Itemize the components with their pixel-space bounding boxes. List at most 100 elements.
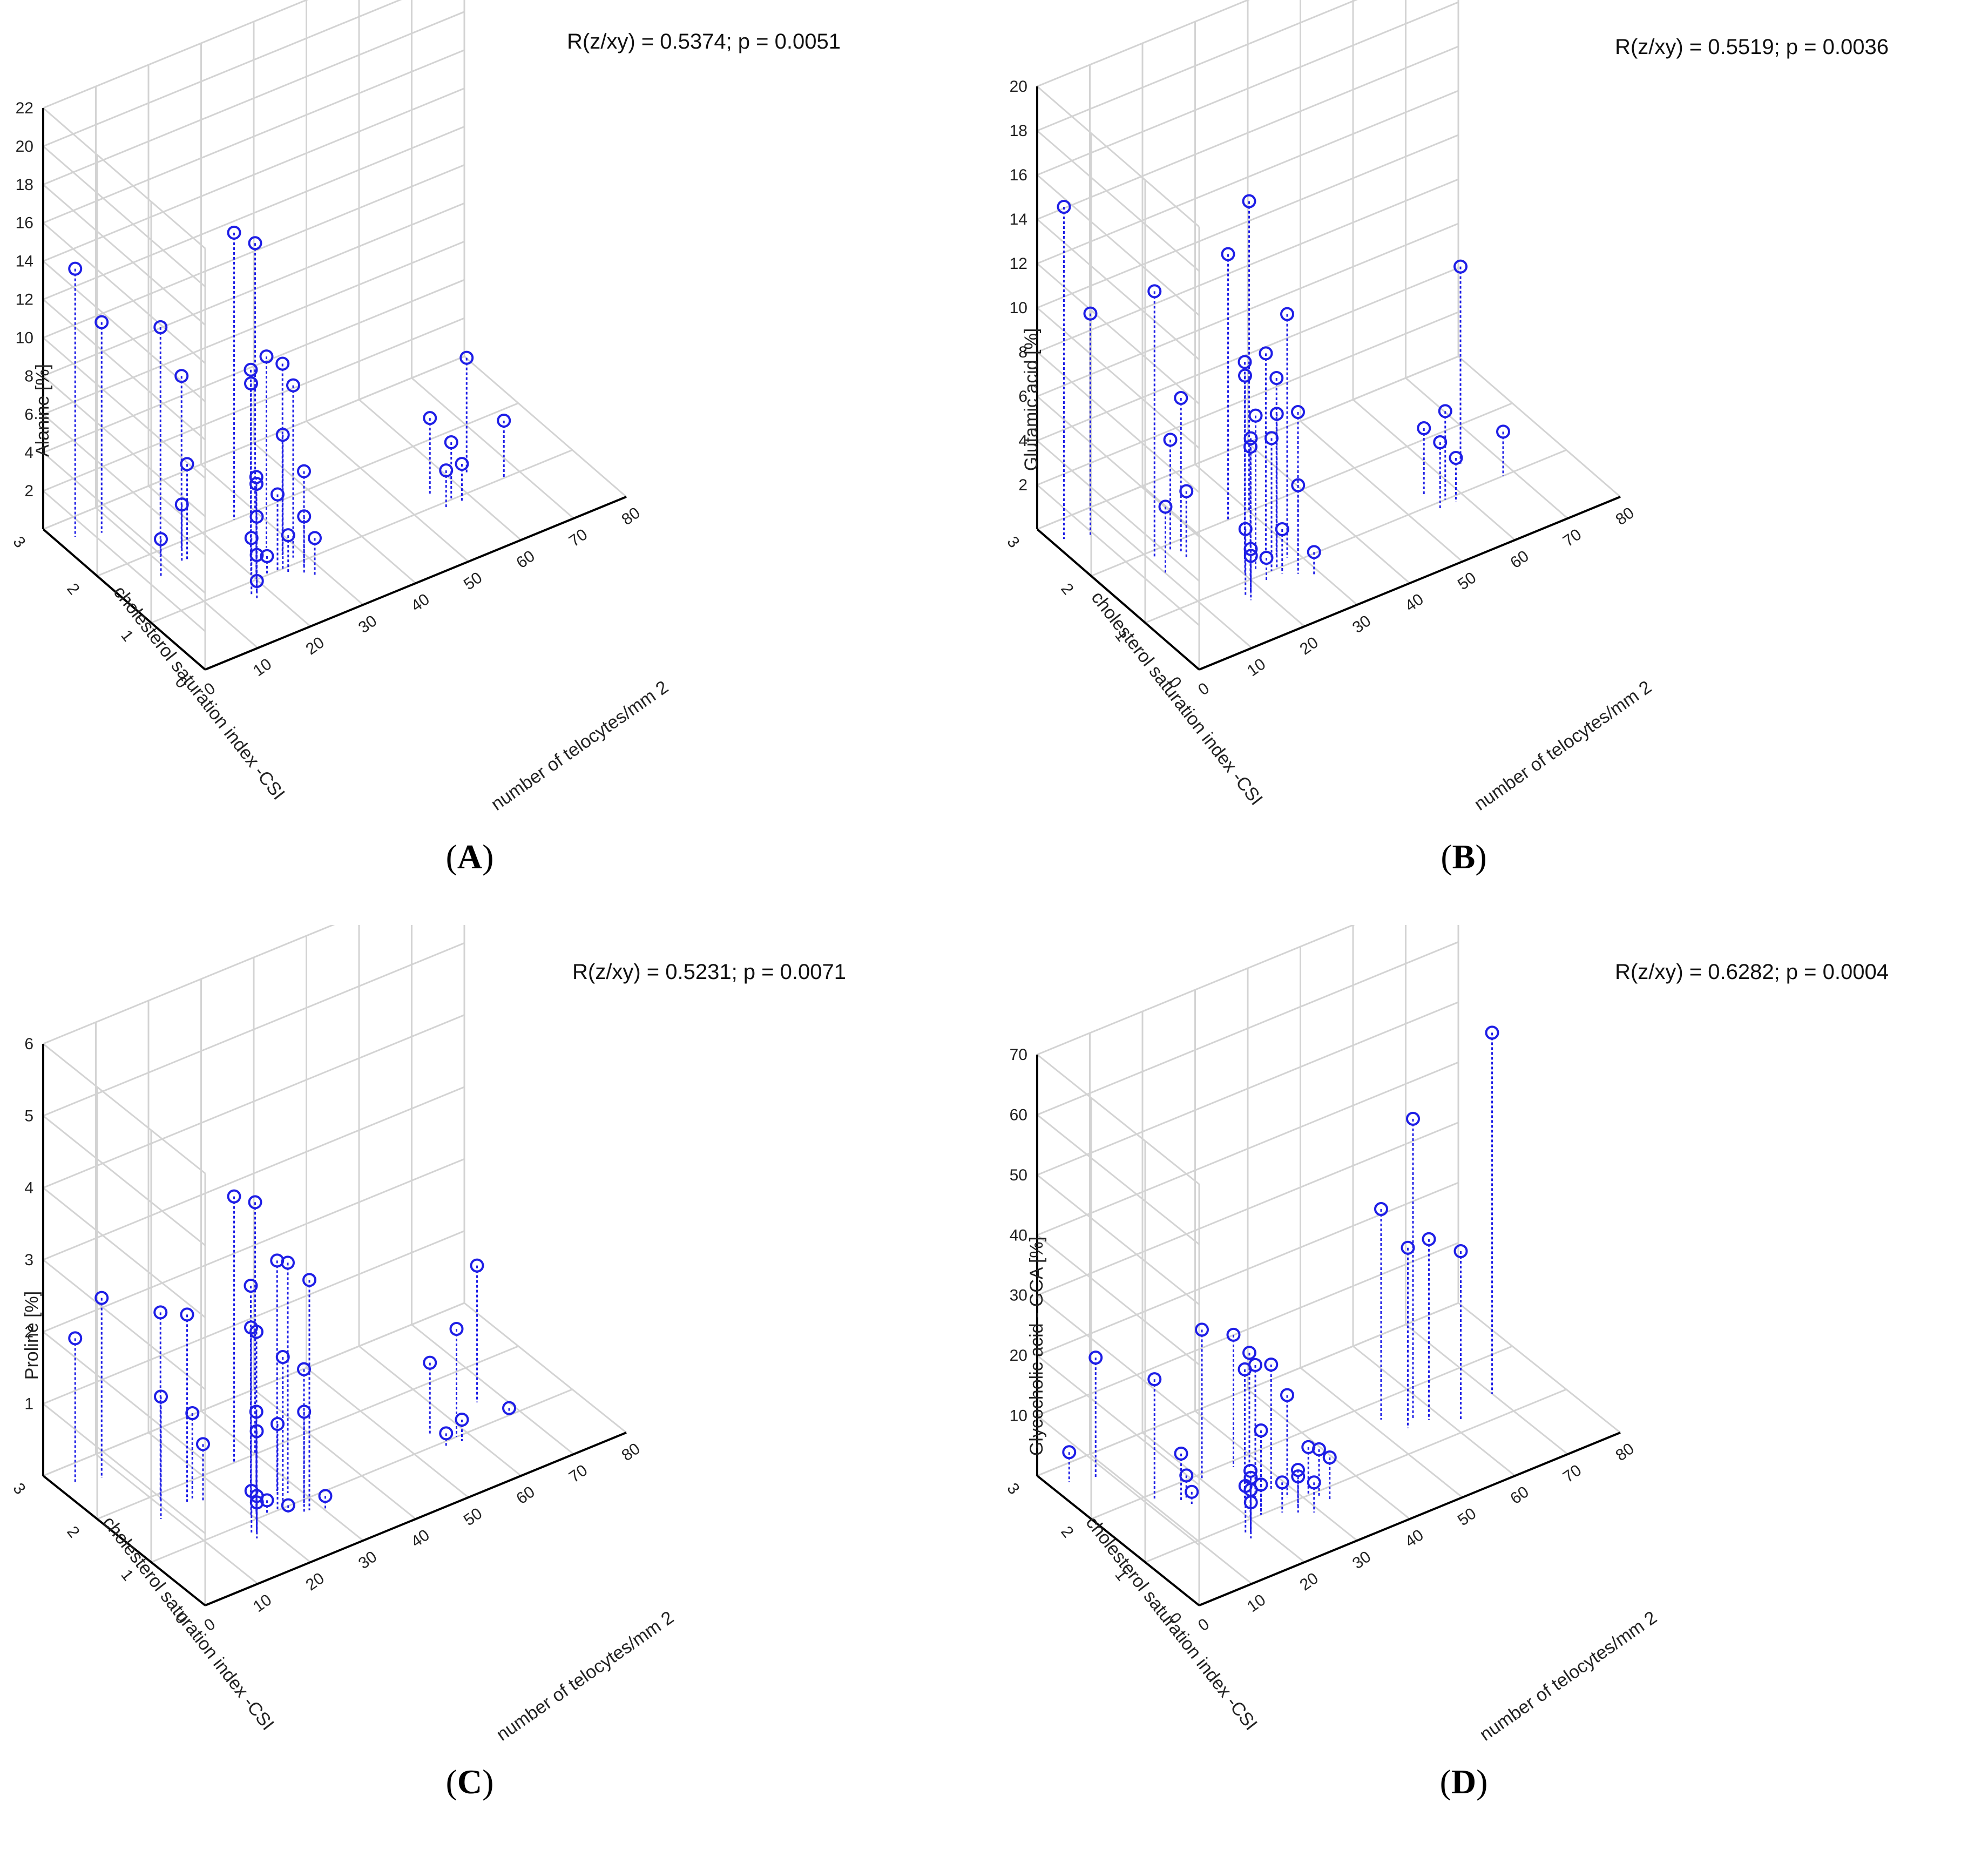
z-axis-label: Glutamic acid [%] (1021, 328, 1042, 471)
data-point (180, 457, 194, 471)
grid-line (1037, 174, 1200, 316)
grid-line (1405, 1324, 1568, 1455)
chart-axes (1036, 1055, 1621, 1606)
grid-line (43, 1302, 465, 1477)
data-point (68, 1331, 83, 1346)
panel-label: (C) (445, 1763, 494, 1801)
panel-a: 0 10 20 30 40 50 60 70 80 0 1 2 3 2 4 6 8 10 12 14 16 18 20 22 … (0, 0, 994, 925)
data-point (248, 1195, 262, 1210)
data-point (260, 1493, 274, 1508)
grid-line (43, 260, 206, 402)
data-point (1238, 355, 1252, 369)
data-point (1280, 1388, 1294, 1402)
x-tick-label: 70 (566, 525, 591, 550)
data-point (1269, 407, 1284, 421)
z-tick-label: 12 (1010, 255, 1027, 273)
x-tick-label: 40 (1402, 1526, 1426, 1551)
panel-d: 0 10 20 30 40 50 60 70 80 0 1 2 3 10 20 30 40 50 60 70 R(z/… (994, 925, 1988, 1850)
data-point (1083, 306, 1098, 321)
grid-line (1300, 420, 1463, 563)
grid-line (306, 420, 469, 563)
x-tick-label: 70 (1560, 1461, 1585, 1486)
grid-line (1037, 1061, 1459, 1236)
grid-line (1037, 1354, 1200, 1486)
grid-line (43, 1331, 206, 1462)
x-tick-label: 0 (1195, 1615, 1213, 1635)
data-point (1238, 368, 1252, 383)
data-point (244, 531, 259, 545)
data-point (1485, 1025, 1499, 1040)
data-point (1163, 433, 1178, 447)
y-tick-label: 2 (63, 580, 83, 598)
data-point (1496, 424, 1510, 439)
grid-line (43, 1259, 206, 1390)
z-tick-label: 14 (16, 253, 33, 271)
chart-stems (74, 1196, 510, 1538)
x-tick-label: 60 (1507, 547, 1532, 572)
data-point (1417, 421, 1431, 435)
x-tick-label: 30 (355, 1548, 380, 1572)
data-point (249, 470, 263, 484)
z-tick-label: 10 (1010, 1407, 1027, 1425)
y-axis-label: cholesterol saturation index -CSI (109, 582, 288, 804)
data-point (1243, 542, 1258, 556)
y-axis-line (42, 528, 206, 671)
data-point (153, 320, 168, 334)
grid-line (151, 1388, 573, 1563)
grid-line (97, 402, 519, 577)
grid-line (411, 1324, 574, 1455)
grid-line (253, 1388, 416, 1520)
data-point (302, 1273, 316, 1287)
z-tick-label: 10 (1010, 299, 1027, 317)
grid-line (1037, 0, 1358, 132)
x-axis-label: number of telocytes/mm 2 (493, 1607, 678, 1745)
panel-b: 0 10 20 30 40 50 60 70 80 0 1 2 3 2 4 6 8 10 12 14 16 18 20 R(… (994, 0, 1988, 925)
z-tick-label: 22 (16, 99, 33, 117)
data-point (1291, 1463, 1305, 1477)
grid-line (1037, 90, 1459, 265)
grid-line (43, 1115, 206, 1246)
x-axis-line (1199, 1432, 1621, 1606)
data-point (1195, 1322, 1209, 1337)
data-point (94, 315, 109, 329)
grid-line (1037, 1122, 1459, 1297)
x-tick-label: 60 (513, 547, 538, 572)
grid-line (43, 107, 206, 249)
data-point (1265, 431, 1279, 445)
grid-line (43, 414, 206, 556)
grid-line (1037, 1234, 1200, 1366)
data-point (260, 549, 274, 563)
x-tick-label: 70 (566, 1461, 591, 1486)
data-point (1248, 1358, 1262, 1372)
data-point (154, 532, 168, 546)
x-tick-label: 20 (302, 1569, 327, 1594)
data-point (275, 356, 290, 371)
y-tick-label: 3 (9, 533, 29, 551)
grid-line (1353, 1345, 1516, 1477)
x-tick-label: 30 (355, 612, 380, 637)
x-tick-label: 80 (1612, 504, 1637, 529)
data-point (423, 1355, 437, 1370)
x-tick-label: 70 (1560, 525, 1585, 550)
data-point (281, 1498, 295, 1513)
z-tick-label: 16 (16, 214, 33, 232)
grid-line (1405, 377, 1568, 519)
x-axis-label: number of telocytes/mm 2 (1476, 1607, 1661, 1745)
x-tick-label: 60 (513, 1483, 538, 1508)
grid-line (43, 126, 465, 300)
panel-label: (B) (1441, 838, 1487, 876)
grid-line (253, 442, 416, 584)
grid-line (43, 184, 206, 326)
y-tick-label: 2 (1057, 1523, 1077, 1541)
grid-line (43, 942, 465, 1117)
grid-line (1037, 307, 1200, 449)
grid-line (1037, 267, 1459, 442)
data-point (297, 1362, 311, 1376)
z-tick-label: 2 (1018, 476, 1027, 494)
grid-line (1037, 1174, 1200, 1306)
z-tick-label: 6 (24, 406, 33, 423)
grid-line (95, 1453, 259, 1585)
grid-line (43, 490, 206, 632)
